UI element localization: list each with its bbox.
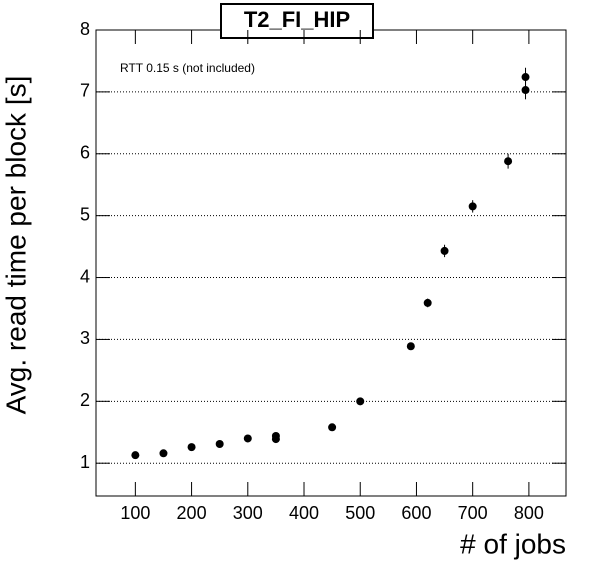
x-tick-label: 400 — [289, 503, 319, 523]
data-point — [131, 451, 140, 460]
x-tick-label: 300 — [233, 503, 263, 523]
title-box — [220, 3, 374, 39]
data-point — [356, 397, 365, 406]
y-tick-label: 4 — [80, 266, 90, 286]
x-tick-label: 600 — [401, 503, 431, 523]
x-tick-label: 800 — [514, 503, 544, 523]
data-point — [440, 246, 449, 255]
y-tick-label: 2 — [80, 390, 90, 410]
x-tick-label: 200 — [177, 503, 207, 523]
x-tick-label: 700 — [458, 503, 488, 523]
y-tick-label: 8 — [80, 19, 90, 39]
x-tick-label: 100 — [120, 503, 150, 523]
data-point — [521, 73, 530, 82]
data-point — [504, 157, 513, 166]
data-point — [423, 298, 432, 307]
y-tick-label: 1 — [80, 452, 90, 472]
y-tick-label: 6 — [80, 143, 90, 163]
y-axis-label: Avg. read time per block [s] — [0, 76, 31, 415]
data-point — [468, 202, 477, 211]
data-point — [406, 342, 415, 351]
data-point — [521, 86, 530, 95]
x-tick-label: 500 — [345, 503, 375, 523]
data-point — [215, 440, 224, 449]
y-tick-label: 7 — [80, 81, 90, 101]
y-tick-label: 3 — [80, 328, 90, 348]
x-axis-label: # of jobs — [460, 528, 566, 559]
data-point — [328, 423, 337, 432]
annotation: RTT 0.15 s (not included) — [120, 61, 255, 75]
data-point — [187, 443, 196, 452]
data-point — [159, 449, 168, 458]
chart-title: T2_FI_HIP — [244, 7, 350, 32]
y-tick-label: 5 — [80, 204, 90, 224]
data-point — [271, 435, 280, 444]
data-point — [243, 434, 252, 443]
